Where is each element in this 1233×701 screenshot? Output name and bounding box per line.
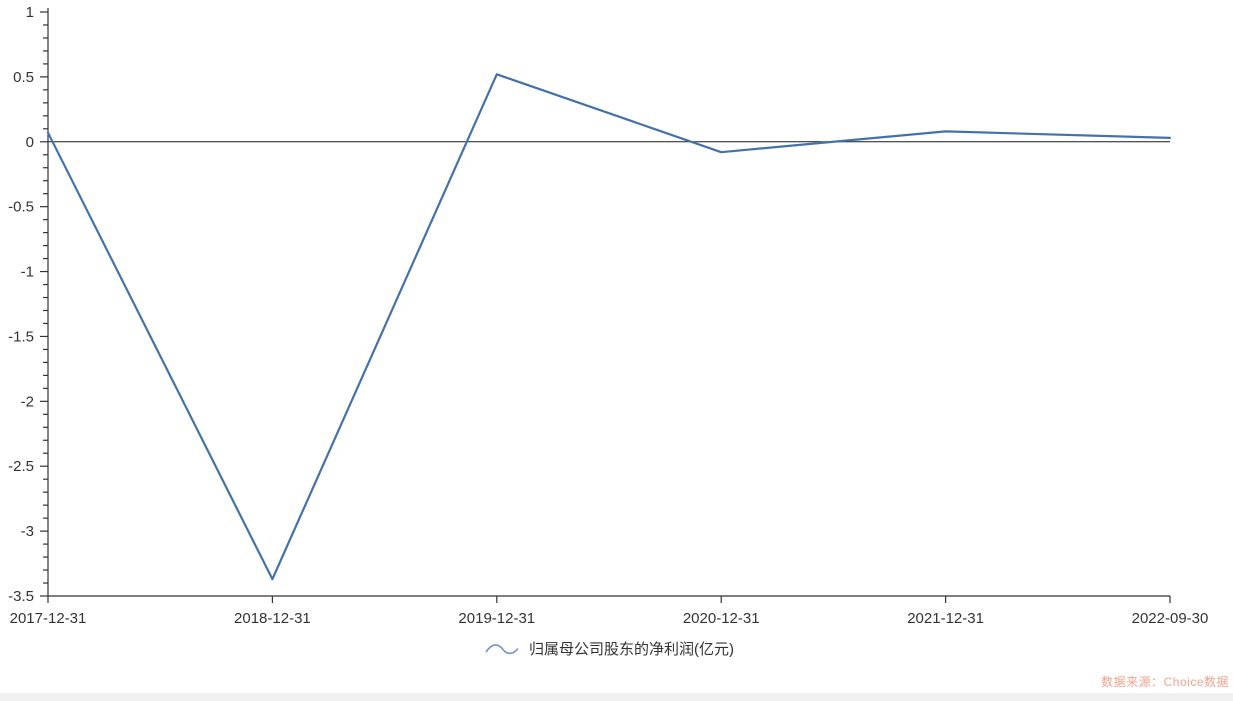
y-tick-label: -3 bbox=[21, 523, 34, 540]
y-tick-label: 1 bbox=[26, 4, 34, 21]
line-chart-plot: 1 0.5 0 -0.5 -1 -1.5 -2 -2.5 -3 -3.5 2017-12-31 201… bbox=[8, 4, 1209, 627]
legend-item-net-profit[interactable]: 归属母公司股东的净利润(亿元) bbox=[48, 641, 1170, 657]
series-line bbox=[46, 73, 1172, 581]
x-tick-label: 2020-12-31 bbox=[683, 610, 760, 627]
y-tick-label: -2 bbox=[21, 393, 34, 410]
y-tick-label: 0 bbox=[26, 134, 34, 151]
wave-icon-path bbox=[485, 644, 519, 655]
wave-icon bbox=[485, 644, 519, 655]
x-tick-label: 2018-12-31 bbox=[234, 610, 311, 627]
y-tick-label: -1 bbox=[21, 264, 34, 281]
x-tick-label: 2017-12-31 bbox=[10, 610, 87, 627]
legend-label: 归属母公司股东的净利润(亿元) bbox=[529, 640, 734, 658]
x-tick-label: 2019-12-31 bbox=[458, 610, 535, 627]
x-tick-label: 2022-09-30 bbox=[1132, 610, 1209, 627]
y-tick-label: -0.5 bbox=[8, 199, 34, 216]
y-tick-label: -2.5 bbox=[8, 458, 34, 475]
x-tick-label: 2021-12-31 bbox=[907, 610, 984, 627]
y-tick-label: -1.5 bbox=[8, 328, 34, 345]
y-tick-label: -3.5 bbox=[8, 588, 34, 605]
bottom-strip bbox=[0, 693, 1233, 701]
y-tick-label: 0.5 bbox=[13, 69, 34, 86]
watermark: 数据来源：Choice数据 bbox=[1101, 675, 1229, 689]
